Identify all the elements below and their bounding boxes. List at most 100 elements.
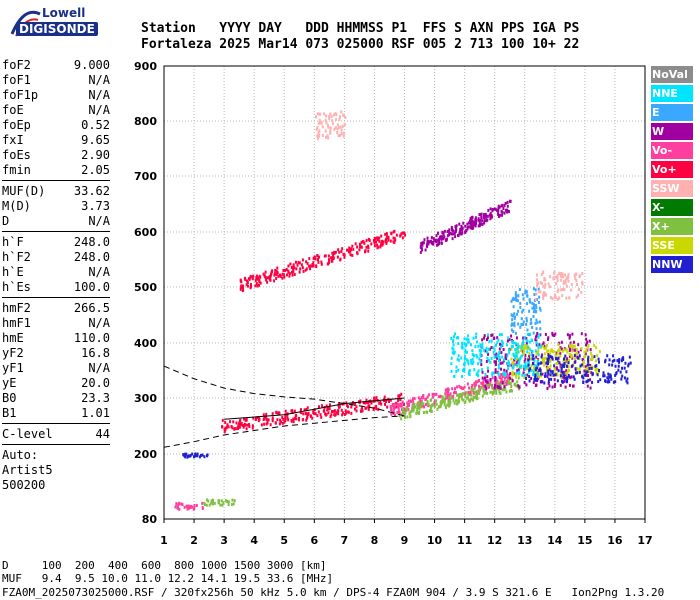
data-point [367,246,370,250]
data-point [275,272,278,276]
param-row: foE N/A [2,103,110,118]
data-point [499,385,502,389]
data-point [330,256,333,260]
data-point [395,233,398,237]
data-point [397,405,400,409]
data-point [478,357,481,361]
data-point [516,369,519,373]
param-value: N/A [88,103,110,117]
data-point [339,258,342,262]
data-point [568,383,571,387]
data-point [469,398,472,402]
data-point [530,339,533,343]
data-point [503,385,506,389]
data-point [249,274,252,278]
data-point [380,234,383,238]
data-point [229,420,232,424]
data-point [417,405,420,409]
data-point [420,241,423,245]
data-point [271,419,274,423]
data-point [532,303,535,307]
data-point [246,423,249,427]
data-point [318,120,321,124]
data-point [580,363,583,367]
data-point [593,355,596,359]
logo-line1: Lowell [42,6,86,20]
data-point [300,263,303,267]
data-point [510,357,513,361]
data-point [475,373,478,377]
data-point [501,374,504,378]
data-point [285,268,288,272]
data-point [568,346,571,350]
data-point [203,455,206,459]
data-point [290,409,293,413]
data-point [417,401,420,405]
data-point [495,355,498,359]
data-point [525,316,528,320]
lowell-digisonde-logo: Lowell DIGISONDE [4,4,124,44]
data-point [496,336,499,340]
y-tick-label: 300 [134,392,157,405]
data-point [553,378,556,382]
data-point [589,378,592,382]
data-point [413,403,416,407]
data-point [547,380,550,384]
data-point [520,317,523,321]
data-point [464,394,467,398]
data-point [292,270,295,274]
data-point [554,354,557,358]
data-point [512,329,515,333]
data-point [354,402,357,406]
data-point [514,348,517,352]
data-point [421,248,424,252]
data-point [378,401,381,405]
data-point [493,383,496,387]
legend-item: X- [651,199,693,216]
param-label: hmF2 [2,301,31,315]
data-point [297,261,300,265]
data-point [474,395,477,399]
data-point [231,426,234,430]
data-point [560,288,563,292]
data-point [559,363,562,367]
data-point [324,129,327,133]
x-tick-label: 17 [637,534,652,547]
param-separator [2,423,110,424]
data-point [308,257,311,261]
data-point [596,373,599,377]
data-point [284,268,287,272]
data-point [558,271,561,275]
data-point [486,352,489,356]
param-row: h`Es 100.0 [2,280,110,295]
data-point [359,409,362,413]
param-value: 33.62 [73,184,110,198]
data-point [393,406,396,410]
data-point [514,291,517,295]
data-point [587,378,590,382]
data-point [230,425,233,429]
data-point [455,370,458,374]
data-point [567,361,570,365]
data-point [542,292,545,296]
data-point [256,276,259,280]
data-point [380,239,383,243]
data-point [516,343,519,347]
data-point [208,503,211,507]
data-point [539,372,542,376]
data-point [449,231,452,235]
data-point [616,359,619,363]
data-point [218,499,221,503]
data-point [553,334,556,338]
data-point [457,399,460,403]
data-point [487,369,490,373]
data-point [547,336,550,340]
data-point [246,281,249,285]
data-point [521,354,524,358]
param-label: C-level [2,427,53,441]
data-point [487,333,490,337]
data-point [603,374,606,378]
data-point [612,380,615,384]
param-value: 2.05 [81,163,110,177]
data-point [611,359,614,363]
